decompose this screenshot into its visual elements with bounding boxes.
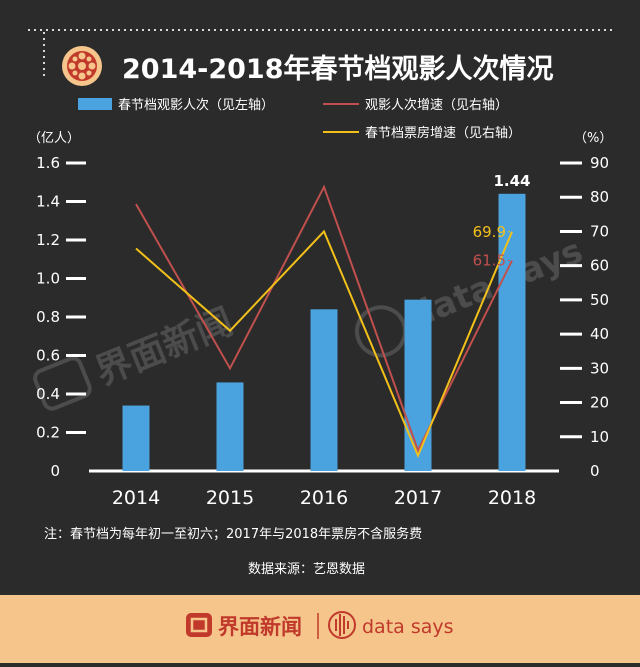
left-axis: 0 0.2 0.4 0.6 0.8 1.0 1.2 1.4 1.6 xyxy=(36,154,559,480)
right-tick-label: 60 xyxy=(590,257,609,275)
legend-label-yellow: 春节档票房增速（见右轴） xyxy=(365,125,521,141)
x-tick-label-2014: 2014 xyxy=(112,487,160,509)
x-tick-label-2017: 2017 xyxy=(394,487,442,509)
right-tick-label: 50 xyxy=(590,291,609,309)
datasays-wave-icon xyxy=(328,611,356,639)
chart: 2014-2018年春节档观影人次情况 春节档观影人次（见左轴） 观影人次增速（… xyxy=(28,29,612,577)
right-tick-label: 20 xyxy=(590,394,609,412)
left-tick-label: 0.4 xyxy=(36,385,60,403)
watermark-wave-icon xyxy=(355,305,408,358)
legend-swatch-bar xyxy=(78,98,112,110)
film-reel-icon xyxy=(62,46,102,86)
right-tick-label: 10 xyxy=(590,428,609,446)
right-axis: 0 10 20 30 40 50 60 70 80 90 xyxy=(560,154,609,480)
right-tick-label: 30 xyxy=(590,359,609,377)
right-tick-label: 70 xyxy=(590,222,609,240)
footer-logos: 界面新闻 data says xyxy=(186,611,454,639)
legend-label-red: 观影人次增速（见右轴） xyxy=(365,97,508,113)
right-axis-unit: （%） xyxy=(574,131,612,146)
x-tick-label-2015: 2015 xyxy=(206,487,254,509)
line-viewer-growth xyxy=(135,184,513,454)
jiemian-logo-icon xyxy=(186,613,212,637)
bar-series xyxy=(122,193,526,472)
legend-label-bar: 春节档观影人次（见左轴） xyxy=(118,97,274,113)
right-tick-label: 40 xyxy=(590,325,609,343)
bar-2014 xyxy=(122,405,150,471)
bar-2016 xyxy=(310,309,338,471)
chart-note: 注：春节档为每年初一至初六；2017年与2018年票房不含服务费 xyxy=(44,526,422,542)
bar-2017 xyxy=(404,299,432,471)
data-labels: 1.44 69.9 61.5 xyxy=(473,172,531,270)
right-tick-label: 0 xyxy=(590,462,600,480)
left-tick-label: 1.6 xyxy=(36,154,60,172)
right-tick-label: 80 xyxy=(590,188,609,206)
left-tick-label: 0.8 xyxy=(36,308,60,326)
left-tick-label: 1.4 xyxy=(36,193,60,211)
footer-brand-cn: 界面新闻 xyxy=(218,615,302,639)
x-axis: 2014 2015 2016 2017 2018 xyxy=(112,487,536,509)
watermark-logo-icon xyxy=(33,356,92,411)
left-axis-unit: （亿人） xyxy=(28,131,80,146)
footer-bar: 界面新闻 data says xyxy=(0,595,640,663)
chart-title: 2014-2018年春节档观影人次情况 xyxy=(122,53,554,85)
left-tick-label: 0.2 xyxy=(36,424,60,442)
data-source: 数据来源：艺恩数据 xyxy=(248,562,365,577)
footer-brand-en: data says xyxy=(362,616,454,638)
left-tick-label: 1.0 xyxy=(36,270,60,288)
data-label-bar-2018: 1.44 xyxy=(493,172,530,190)
left-tick-label: 0.6 xyxy=(36,347,60,365)
left-tick-label: 1.2 xyxy=(36,231,60,249)
x-tick-label-2016: 2016 xyxy=(300,487,348,509)
data-label-red-2018: 61.5 xyxy=(473,252,506,270)
right-tick-label: 90 xyxy=(590,154,609,172)
x-tick-label-2018: 2018 xyxy=(488,487,536,509)
bar-2015 xyxy=(216,382,244,471)
line-boxoffice-growth xyxy=(135,229,513,459)
watermark-cn: 界面新闻 xyxy=(90,301,239,393)
bar-2018 xyxy=(498,193,526,472)
data-label-yellow-2018: 69.9 xyxy=(473,223,506,241)
left-tick-label: 0 xyxy=(50,462,60,480)
line-series xyxy=(135,184,513,459)
